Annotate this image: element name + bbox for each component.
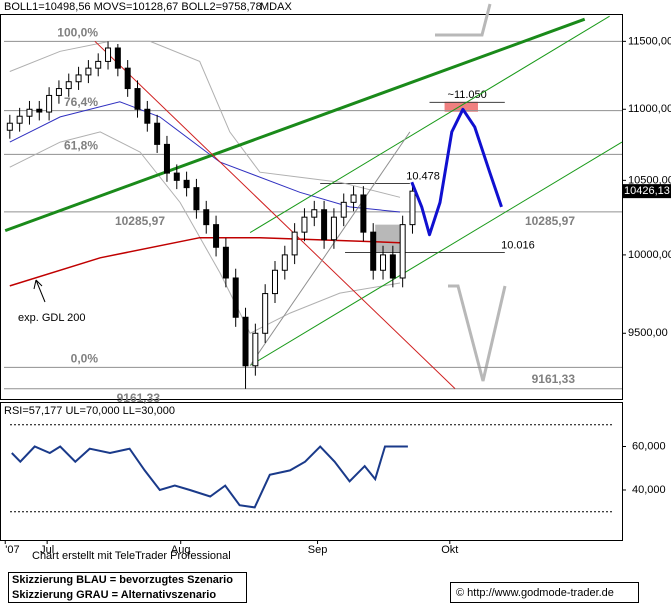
zone [444,101,478,112]
candle-body [252,332,259,367]
candle-body [144,108,151,124]
candle-body [350,194,357,203]
price-tag-label: 10426,13 [624,185,670,197]
x-tick-label: Jul [40,544,54,556]
zone [375,224,401,253]
candle-body [36,108,43,113]
overlay-line [249,131,411,366]
y-tick-label: 40,000 [632,484,666,496]
y-tick-label: 9500,00 [628,327,668,339]
level-label: 0,0% [71,352,99,366]
candle-body [389,254,396,279]
credit: Chart erstellt mit TeleTrader Profession… [32,550,231,562]
level-label: 10285,97 [115,214,165,228]
candle-body [262,293,269,334]
candle-body [134,88,141,110]
candle-body [370,231,377,271]
candle-body [6,122,13,131]
legend-text: Skizzierung GRAU = Alternativszenario [12,589,216,601]
candle-body [340,201,347,218]
overlay-line [9,236,401,287]
overlay-line [249,141,623,366]
candle-body [330,216,337,241]
level-label: 100,0% [57,26,98,40]
main-frame [0,14,623,400]
candle-body [271,269,278,295]
level-label: 9161,33 [117,391,161,405]
candle-body [183,179,190,189]
candle-body [281,254,288,271]
candle-body [75,74,82,83]
x-tick-label: Sep [308,544,328,556]
candle-body [242,316,249,367]
candle-body [203,209,210,226]
candle-body [46,94,53,113]
level-label: 10285,97 [525,214,575,228]
overlay-line [4,17,586,233]
candle-body [232,277,239,318]
candle-body [213,224,220,248]
candle-body [114,47,121,69]
candle-body [16,115,23,124]
candle-body [409,190,416,226]
candle-body [193,187,200,211]
y-tick-label: 10500,00 [628,174,671,186]
x-tick-label: Aug [171,544,191,556]
candle-body [380,254,387,271]
scenario-line [410,107,503,237]
candle-body [163,143,170,174]
price-tag [622,184,671,199]
candle-body [291,231,298,256]
candle-body [105,47,112,62]
alt-scenario [435,3,492,37]
annotation: exp. GDL 200 [18,312,85,324]
overlay-line [249,15,610,234]
x-tick-label: '07 [5,544,19,556]
legend-box [8,572,247,603]
candle-body [95,60,102,69]
candle-body [65,81,72,90]
y-tick-label: 60,000 [632,440,666,452]
rsi-frame [0,402,623,541]
level-label: 61,8% [64,139,98,153]
rsi-line [11,445,408,509]
candle-body [399,224,406,279]
candle-body [311,209,318,218]
candle-body [173,172,180,181]
chart-title: MDAX [260,1,292,13]
overlay-line [94,40,456,389]
candle-body [321,209,328,241]
copyright-box [450,582,639,603]
segment-label: 10.478 [406,170,440,182]
candle-body [85,67,92,76]
level-label: 9161,33 [532,372,576,386]
candle-body [301,216,308,233]
indicator-header: BOLL1=10498,56 MOVS=10128,67 BOLL2=9758,… [4,1,262,13]
level-label: 76,4% [64,95,98,109]
annotation-arrow [33,279,46,303]
legend-text: Skizzierung BLAU = bevorzugtes Szenario [12,574,233,586]
candle-body [222,246,229,279]
y-tick-label: 11000,00 [628,103,671,115]
candle-body [154,122,161,145]
copyright: © http://www.godmode-trader.de [456,587,614,599]
candle-body [360,194,367,233]
segment-label: 10.016 [501,239,535,251]
candle-body [124,67,131,90]
alt-scenario [448,284,507,382]
rsi-header: RSI=57,177 UL=70,000 LL=30,000 [4,405,175,417]
segment-label: ~11.050 [448,89,487,101]
overlay-line [9,40,401,198]
y-tick-label: 11500,00 [628,35,671,47]
y-tick-label: 10000,00 [628,249,671,261]
x-tick-label: Okt [441,544,458,556]
candle-body [55,88,62,96]
candle-body [26,108,33,117]
